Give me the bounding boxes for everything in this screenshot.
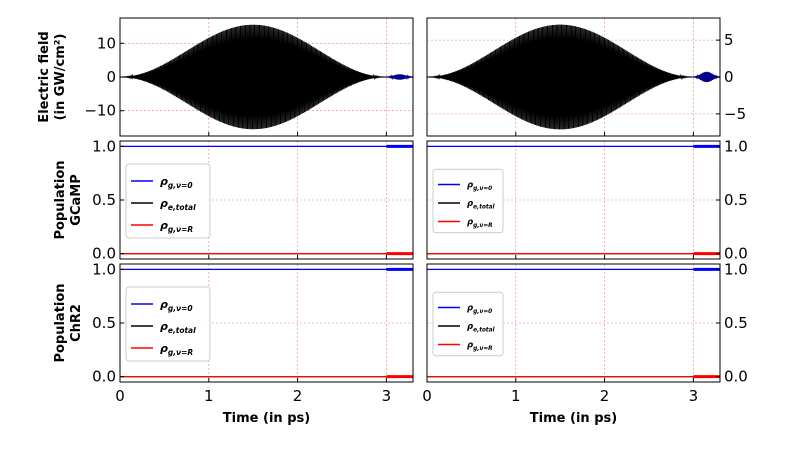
legend-label-etot: ρe,total [160, 320, 196, 335]
y-axis-label-field: Electric field(in GW/cm²) [37, 31, 68, 122]
x-axis-label-2: Time (in ps) [530, 411, 617, 426]
x-tick-label: 1 [204, 387, 214, 405]
field-pump-trace [427, 24, 694, 130]
x-tick-label: 2 [293, 387, 303, 405]
y-tick-label: 0.5 [724, 314, 748, 332]
legend-label-gR: ρg,ν=R [467, 217, 493, 229]
y-tick-label: 1.0 [92, 260, 116, 278]
legend-label-g0: ρg,ν=0 [467, 303, 492, 315]
legend-label-etot: ρe,total [160, 197, 196, 212]
x-tick-label: 3 [382, 387, 392, 405]
y-tick-label: 0 [106, 68, 116, 86]
plot-area [120, 144, 413, 256]
panel-chr2-1: ρg,ν=0 ρe,total ρg,ν=R 0 1 2 3 0.0 0.5 1.0 [92, 260, 414, 405]
x-tick-label: 0 [115, 387, 125, 405]
y-tick-label: 5 [724, 31, 734, 49]
legend-label-g0: ρg,ν=0 [160, 175, 193, 190]
plot-area [120, 267, 413, 379]
legend-label-gR: ρg,ν=R [160, 342, 193, 357]
field-pump-trace [120, 24, 387, 130]
legend: ρg,ν=0 ρe,total ρg,ν=R [432, 168, 504, 234]
y-axis-label-chr2: PopulationChR2 [53, 283, 84, 362]
y-tick-label: 0.5 [92, 314, 116, 332]
y-tick-label: 1.0 [92, 137, 116, 155]
panel-field-1: −10 0 10 [84, 17, 414, 137]
y-tick-label: 0.5 [724, 191, 748, 209]
legend-label-gR: ρg,ν=R [160, 219, 193, 234]
y-tick-label: −5 [724, 105, 746, 123]
legend-label-gR: ρg,ν=R [467, 340, 493, 352]
legend-box [125, 286, 211, 362]
panel-gcamp-2: ρg,ν=0 ρe,total ρg,ν=R 0.0 0.5 1.0 [426, 137, 748, 263]
x-tick-label: 2 [600, 387, 610, 405]
panel-chr2-2: ρg,ν=0 ρe,total ρg,ν=R 0 1 2 3 0.0 0.5 1.0 [422, 260, 748, 405]
x-tick-label: 1 [511, 387, 521, 405]
y-tick-label: 0 [724, 68, 734, 86]
plot-area [427, 24, 720, 130]
y-tick-label: 0.0 [92, 245, 116, 263]
y-tick-label: 0.0 [92, 368, 116, 386]
legend-label-etot: ρe,total [467, 322, 496, 334]
y-tick-label: 1.0 [724, 260, 748, 278]
y-tick-label: 0.5 [92, 191, 116, 209]
legend-box [125, 163, 211, 239]
legend-label-g0: ρg,ν=0 [160, 298, 193, 313]
legend: ρg,ν=0 ρe,total ρg,ν=R [125, 286, 211, 362]
x-axis-label-1: Time (in ps) [223, 411, 310, 426]
y-axis-label-gcamp: PopulationGCaMP [53, 160, 84, 239]
legend-label-etot: ρe,total [467, 199, 496, 211]
y-tick-label: 0.0 [724, 368, 748, 386]
legend: ρg,ν=0 ρe,total ρg,ν=R [125, 163, 211, 239]
plot-area [427, 267, 720, 379]
y-tick-label: −10 [84, 102, 116, 120]
legend: ρg,ν=0 ρe,total ρg,ν=R [432, 291, 504, 357]
y-tick-label: 0.0 [724, 245, 748, 263]
x-tick-label: 0 [422, 387, 432, 405]
plot-area [120, 24, 413, 130]
y-tick-label: 1.0 [724, 137, 748, 155]
panel-gcamp-1: ρg,ν=0 ρe,total ρg,ν=R 0.0 0.5 1.0 [92, 137, 414, 263]
legend-label-g0: ρg,ν=0 [467, 180, 492, 192]
plot-area [427, 144, 720, 256]
y-tick-label: 10 [97, 34, 116, 52]
x-tick-label: 3 [689, 387, 699, 405]
panel-field-2: −5 0 5 [426, 17, 746, 137]
